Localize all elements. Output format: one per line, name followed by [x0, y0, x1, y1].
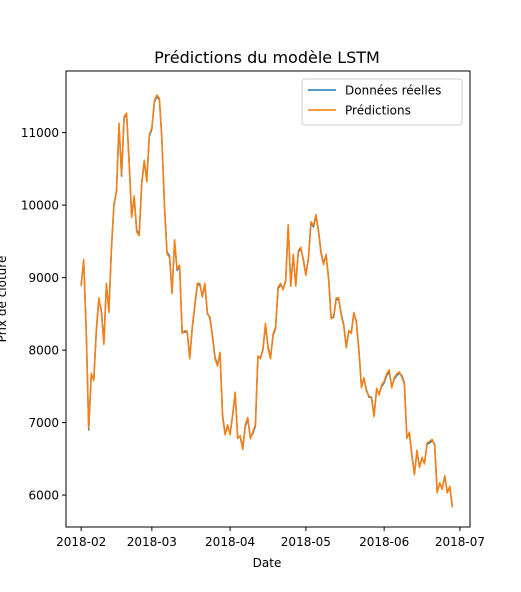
y-tick-label: 6000	[28, 489, 59, 503]
legend-label-donnees-reelles: Données réelles	[345, 84, 441, 98]
x-tick-label: 2018-06	[359, 535, 409, 549]
y-tick-label: 9000	[28, 271, 59, 285]
y-axis: 6000 7000 8000 9000 10000 11000	[21, 126, 66, 503]
legend-box	[301, 78, 463, 126]
x-tick-label: 2018-02	[56, 535, 106, 549]
legend: Données réelles Prédictions	[301, 78, 463, 126]
y-tick-label: 7000	[28, 416, 59, 430]
y-tick-label: 11000	[21, 126, 59, 140]
x-tick-label: 2018-04	[205, 535, 255, 549]
plot-frame	[65, 70, 471, 528]
x-tick-label: 2018-05	[281, 535, 331, 549]
y-axis-label: Prix de clôture	[0, 256, 9, 343]
series-layer	[80, 94, 454, 508]
legend-label-predictions: Prédictions	[345, 104, 411, 118]
x-tick-label: 2018-07	[435, 535, 485, 549]
chart-title: Prédictions du modèle LSTM	[154, 48, 380, 67]
x-axis-label: Date	[253, 556, 282, 570]
x-axis: 2018-02 2018-03 2018-04 2018-05 2018-06 2018-…	[56, 527, 485, 549]
y-tick-label: 10000	[21, 199, 59, 213]
series-line-predictions	[80, 94, 454, 508]
x-tick-label: 2018-03	[127, 535, 177, 549]
y-tick-label: 8000	[28, 344, 59, 358]
